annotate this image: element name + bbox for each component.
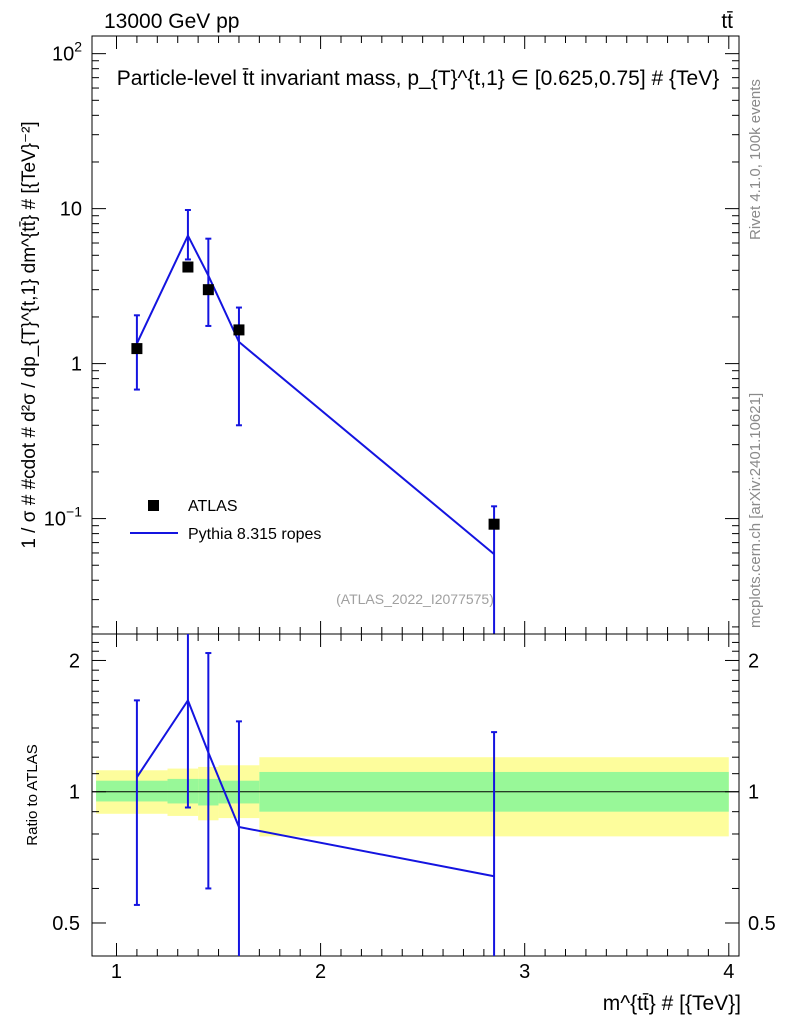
main-y-tick-label: 1 [71,354,82,376]
ratio-y-axis-label: Ratio to ATLAS [24,744,41,845]
main-y-tick-label: 102 [52,39,82,66]
main-y-axis-label: 1 / σ # #cdot # d²σ / dp_{T}^{t,1} dm^{t… [19,121,40,548]
ratio-y-tick-label-left: 1 [69,782,80,804]
ratio-frame [91,633,740,957]
ratio-inner-band [96,780,168,802]
atlas-point [488,518,500,530]
legend-atlas-label: ATLAS [188,498,238,515]
process-label: tt̄ [721,10,733,33]
atlas-point [131,343,143,355]
ratio-y-tick-label-left: 0.5 [52,913,80,935]
mcplots-label: mcplots.cern.ch [arXiv:2401.10621] [747,393,764,628]
analysis-watermark: (ATLAS_2022_I2077575) [336,591,494,607]
legend-atlas-marker [148,500,159,511]
x-axis-label: m^{tt̄} # [{TeV}] [603,992,741,1015]
ratio-y-tick-label-left: 2 [69,650,80,672]
main-y-tick-labels: 10−1 1 10 102 [44,39,82,531]
x-tick-label: 4 [723,961,734,983]
ratio-axis-ticks [92,634,739,956]
mc-series [133,208,498,634]
legend: ATLAS Pythia 8.315 ropes [130,498,321,543]
ratio-mc-series [133,634,498,956]
rivet-version-label: Rivet 4.1.0, 100k events [747,79,764,240]
x-tick-label: 1 [111,961,122,983]
main-panel: 10−1 1 10 102 Particle-level t̄t invariant … [19,35,740,635]
ratio-y-tick-label-right: 0.5 [748,913,776,935]
ratio-y-tick-label-right: 1 [748,782,759,804]
atlas-series [131,261,500,530]
main-axis-ticks [92,36,739,634]
x-tick-label: 3 [519,961,530,983]
energy-label: 13000 GeV pp [104,10,239,33]
ratio-y-tick-label-right: 2 [748,650,759,672]
atlas-point [202,284,214,296]
atlas-point [182,261,194,273]
ratio-y-tick-labels: 0.5 0.5 1 1 2 2 [52,650,776,935]
main-frame [91,35,740,635]
ratio-inner-band [167,778,199,804]
x-tick-label: 2 [315,961,326,983]
ratio-uncertainty-bands [92,757,739,837]
legend-pythia-label: Pythia 8.315 ropes [188,526,321,543]
plot-title: Particle-level t̄t invariant mass, p_{T}… [117,67,720,90]
ratio-x-tick-labels: 1 2 3 4 [111,961,734,983]
main-y-tick-label: 10−1 [44,504,82,531]
atlas-point [233,324,245,336]
main-y-tick-label: 10 [60,199,82,221]
ratio-panel: 0.5 0.5 1 1 2 2 1 2 3 4 Ratio to ATLAS m^{tt̄} #… [24,633,776,1015]
